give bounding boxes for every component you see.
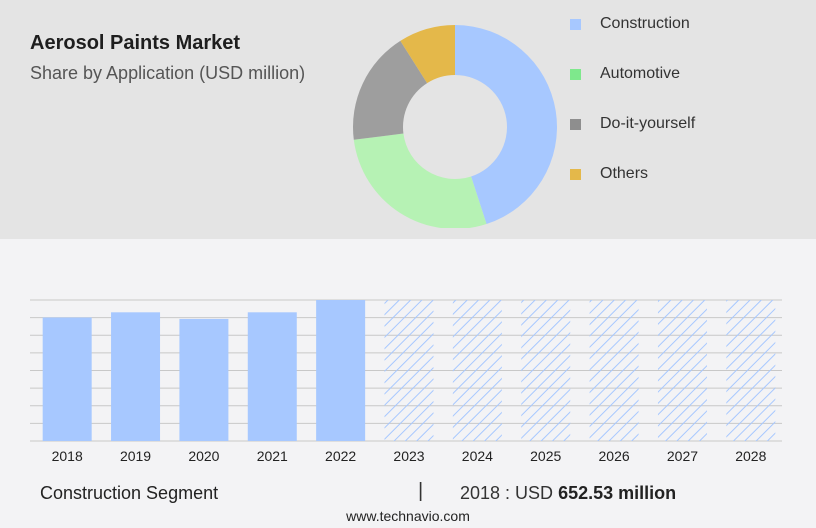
value-amount: 652.53 million bbox=[558, 483, 677, 503]
chart-title: Aerosol Paints Market bbox=[30, 32, 241, 54]
tick-label-2022: 2022 bbox=[325, 448, 356, 464]
bar-chart: 2018 2019 2020 2021 2022 2023 2024 2025 2026 2027… bbox=[30, 299, 782, 464]
donut-slice-others bbox=[400, 25, 455, 84]
tick-label-2019: 2019 bbox=[120, 448, 151, 464]
footer-separator: | bbox=[418, 480, 424, 502]
legend-swatch bbox=[570, 169, 581, 180]
value-prefix: 2018 : USD bbox=[460, 483, 554, 503]
tick-label-2021: 2021 bbox=[257, 448, 288, 464]
tick-label-2020: 2020 bbox=[188, 448, 219, 464]
bar-2023 bbox=[384, 300, 434, 441]
tick-label-2027: 2027 bbox=[667, 448, 698, 464]
bar-2028 bbox=[726, 300, 776, 441]
legend-label: Do-it-yourself bbox=[600, 115, 696, 132]
tick-label-2028: 2028 bbox=[735, 448, 766, 464]
bar-2021 bbox=[247, 312, 297, 441]
donut-slice-automotive bbox=[353, 133, 487, 230]
segment-label: Construction Segment bbox=[40, 483, 219, 503]
bar-2025 bbox=[521, 300, 571, 441]
legend-label: Others bbox=[600, 165, 649, 182]
legend-label: Automotive bbox=[600, 65, 681, 82]
donut-slice-construction bbox=[455, 25, 557, 225]
bar-2020 bbox=[179, 318, 229, 441]
tick-label-2024: 2024 bbox=[462, 448, 493, 464]
donut-chart bbox=[340, 25, 570, 234]
tick-label-2025: 2025 bbox=[530, 448, 561, 464]
bar-2026 bbox=[589, 300, 639, 441]
bar-2022 bbox=[316, 300, 366, 441]
legend-swatch bbox=[570, 69, 581, 80]
chart-subtitle: Share by Application (USD million) bbox=[30, 63, 306, 83]
tick-label-2026: 2026 bbox=[599, 448, 630, 464]
legend-swatch bbox=[570, 19, 581, 30]
legend-label: Construction bbox=[600, 15, 690, 32]
site-url: www.technavio.com bbox=[346, 508, 470, 524]
bar-2019 bbox=[111, 312, 161, 441]
donut-baseline-mask bbox=[340, 228, 570, 234]
tick-label-2023: 2023 bbox=[393, 448, 424, 464]
segment-value: 2018 : USD 652.53 million bbox=[460, 483, 676, 504]
bar-2018 bbox=[42, 317, 92, 441]
donut-slice-do-it-yourself bbox=[353, 40, 428, 140]
legend-swatch bbox=[570, 119, 581, 130]
tick-label-2018: 2018 bbox=[52, 448, 83, 464]
bar-2027 bbox=[657, 300, 707, 441]
bar-2024 bbox=[452, 300, 502, 441]
